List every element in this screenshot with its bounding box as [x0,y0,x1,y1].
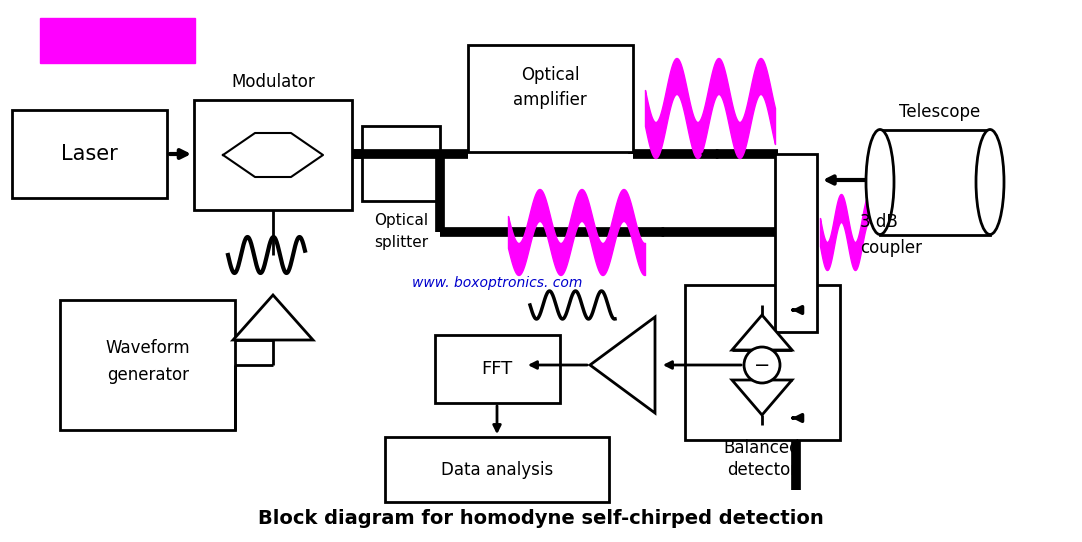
Text: Block diagram for homodyne self-chirped detection: Block diagram for homodyne self-chirped … [259,508,823,527]
Polygon shape [590,317,655,413]
FancyBboxPatch shape [685,285,840,440]
Text: Data analysis: Data analysis [440,461,553,479]
Text: Laser: Laser [61,144,117,164]
Ellipse shape [866,130,894,235]
Polygon shape [233,295,313,340]
Text: Optical: Optical [520,66,579,84]
FancyBboxPatch shape [60,300,235,430]
Text: Balanced: Balanced [724,439,801,457]
Text: detector: detector [727,461,797,479]
Text: www. boxoptronics. com: www. boxoptronics. com [412,276,582,290]
FancyBboxPatch shape [880,130,990,235]
Text: Modulator: Modulator [232,73,315,91]
Polygon shape [733,380,792,415]
Text: coupler: coupler [860,239,922,257]
Text: Waveform: Waveform [106,339,190,357]
FancyBboxPatch shape [469,45,633,152]
Text: Telescope: Telescope [899,103,980,121]
FancyBboxPatch shape [435,335,560,403]
Text: Optical: Optical [374,212,428,228]
FancyBboxPatch shape [775,154,817,332]
FancyBboxPatch shape [40,18,195,63]
Text: 3 dB: 3 dB [860,213,898,231]
Text: generator: generator [107,366,189,384]
Polygon shape [733,315,792,350]
FancyBboxPatch shape [194,100,352,210]
Ellipse shape [976,130,1004,235]
FancyBboxPatch shape [385,437,609,502]
Circle shape [744,347,780,383]
Text: splitter: splitter [374,235,428,249]
Text: FFT: FFT [481,360,513,378]
FancyBboxPatch shape [362,126,440,201]
Text: amplifier: amplifier [513,91,586,109]
Text: −: − [754,356,770,375]
FancyBboxPatch shape [12,110,167,198]
